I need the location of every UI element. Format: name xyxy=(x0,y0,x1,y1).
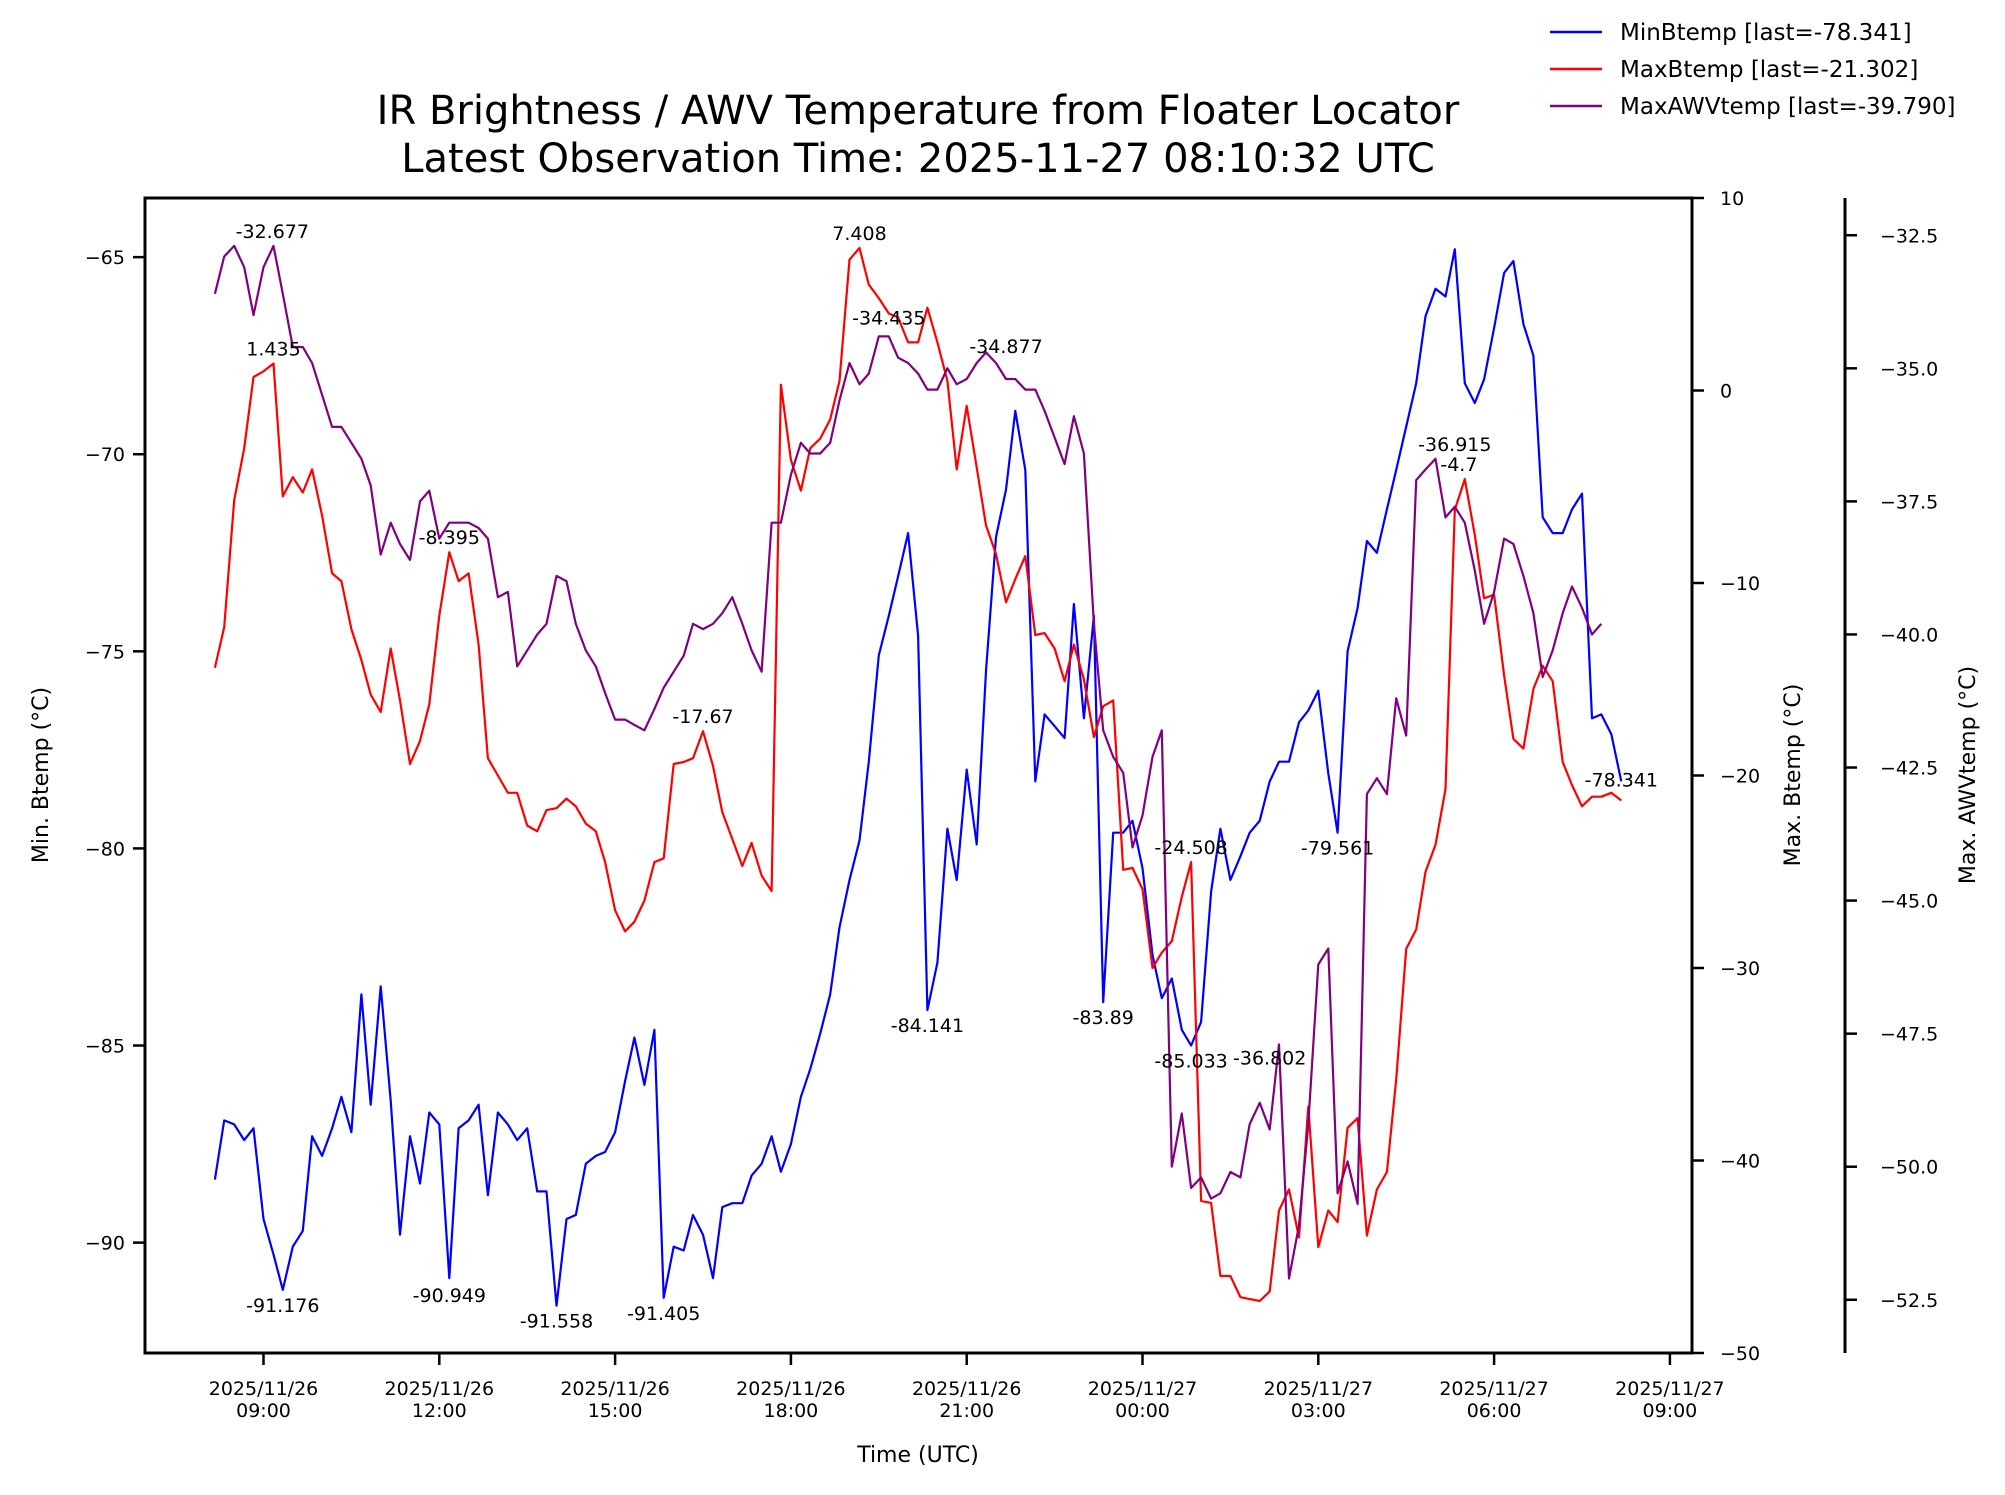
x-tick-label: 2025/11/26 09:00 xyxy=(209,1378,319,1422)
data-annotation: -17.67 xyxy=(672,706,733,728)
max-awv-tick-label: −32.5 xyxy=(1880,225,1938,247)
series-layer xyxy=(213,244,1623,1307)
max-btemp-tick-label: −40 xyxy=(1720,1151,1760,1173)
legend-entry-min-btemp: MinBtemp [last=-78.341] xyxy=(1620,20,1912,46)
max-awv-tick-label: −45.0 xyxy=(1880,891,1938,913)
data-annotation: -34.435 xyxy=(852,307,925,329)
max-btemp-tick-label: 10 xyxy=(1720,188,1744,210)
min-btemp-line xyxy=(213,248,1623,1307)
max-awv-tick-label: −47.5 xyxy=(1880,1024,1938,1046)
x-tick-label: 2025/11/27 09:00 xyxy=(1615,1378,1725,1422)
max-awv-tick-label: −52.5 xyxy=(1880,1290,1938,1312)
chart-subtitle: Latest Observation Time: 2025-11-27 08:1… xyxy=(401,136,1435,182)
max-awv-tick-label: −42.5 xyxy=(1880,758,1938,780)
x-tick-label: 2025/11/26 18:00 xyxy=(736,1378,846,1422)
max-awv-tick-label: −50.0 xyxy=(1880,1157,1938,1179)
data-annotation: -78.341 xyxy=(1585,769,1658,791)
data-annotation: 7.408 xyxy=(832,223,886,245)
data-annotation: -85.033 xyxy=(1154,1051,1227,1073)
data-annotation: -91.405 xyxy=(627,1303,700,1325)
max-btemp-tick-label: −20 xyxy=(1720,766,1760,788)
data-annotation: -8.395 xyxy=(419,527,480,549)
min-btemp-tick-label: −70 xyxy=(85,444,125,466)
min-btemp-tick-label: −65 xyxy=(85,247,125,269)
data-annotation: 1.435 xyxy=(246,339,300,361)
x-tick-label: 2025/11/27 03:00 xyxy=(1264,1378,1374,1422)
chart-title: IR Brightness / AWV Temperature from Flo… xyxy=(377,88,1460,134)
data-annotation: -32.677 xyxy=(236,221,309,243)
data-annotation: -91.558 xyxy=(520,1311,593,1333)
max-awv-axis-label: Max. AWVtemp (°C) xyxy=(1956,666,1981,884)
legend: MinBtemp [last=-78.341] MaxBtemp [last=-… xyxy=(1550,20,1955,120)
max-btemp-tick-label: −10 xyxy=(1720,573,1760,595)
x-tick-label: 2025/11/26 15:00 xyxy=(560,1378,670,1422)
min-btemp-tick-label: −90 xyxy=(85,1233,125,1255)
x-tick-label: 2025/11/27 00:00 xyxy=(1088,1378,1198,1422)
x-tick-label: 2025/11/26 21:00 xyxy=(912,1378,1022,1422)
max-awv-tick-label: −37.5 xyxy=(1880,491,1938,513)
min-btemp-tick-label: −80 xyxy=(85,838,125,860)
max-btemp-axis: 10 0 −10 −20 −30 −40 −50 xyxy=(1690,188,1760,1365)
min-btemp-tick-label: −85 xyxy=(85,1036,125,1058)
min-btemp-tick-label: −75 xyxy=(85,641,125,663)
max-awv-line xyxy=(213,244,1603,1280)
data-annotation: -24.508 xyxy=(1154,837,1227,859)
data-annotation: -36.915 xyxy=(1418,434,1491,456)
x-axis: 2025/11/26 09:00 2025/11/26 12:00 2025/11/26… xyxy=(209,1353,1725,1422)
annotation-layer: -32.677 1.435 -8.395 -17.67 7.408 -34.435 -34.… xyxy=(236,221,1658,1333)
max-btemp-tick-label: −50 xyxy=(1720,1343,1760,1365)
max-btemp-tick-label: −30 xyxy=(1720,958,1760,980)
max-btemp-tick-label: 0 xyxy=(1720,381,1732,403)
data-annotation: -84.141 xyxy=(891,1015,964,1037)
max-btemp-line xyxy=(213,246,1622,1303)
min-btemp-axis: −65 −70 −75 −80 −85 −90 xyxy=(85,247,145,1255)
max-awv-axis: −32.5 −35.0 −37.5 −40.0 −42.5 −45.0 −47.5 −50.0… xyxy=(1843,198,1938,1353)
x-axis-label: Time (UTC) xyxy=(856,1443,979,1468)
legend-entry-max-awv: MaxAWVtemp [last=-39.790] xyxy=(1620,94,1955,120)
data-annotation: -4.7 xyxy=(1440,454,1477,476)
max-awv-tick-label: −40.0 xyxy=(1880,624,1938,646)
data-annotation: -79.561 xyxy=(1301,838,1374,860)
x-tick-label: 2025/11/26 12:00 xyxy=(385,1378,495,1422)
max-awv-tick-label: −35.0 xyxy=(1880,358,1938,380)
data-annotation: -83.89 xyxy=(1073,1007,1134,1029)
data-annotation: -91.176 xyxy=(246,1295,319,1317)
data-annotation: -90.949 xyxy=(413,1285,486,1307)
data-annotation: -36.802 xyxy=(1233,1047,1306,1069)
data-annotation: -34.877 xyxy=(969,336,1042,358)
legend-entry-max-btemp: MaxBtemp [last=-21.302] xyxy=(1620,57,1918,83)
max-btemp-axis-label: Max. Btemp (°C) xyxy=(1781,684,1806,867)
min-btemp-axis-label: Min. Btemp (°C) xyxy=(29,687,54,863)
x-tick-label: 2025/11/27 06:00 xyxy=(1439,1378,1549,1422)
